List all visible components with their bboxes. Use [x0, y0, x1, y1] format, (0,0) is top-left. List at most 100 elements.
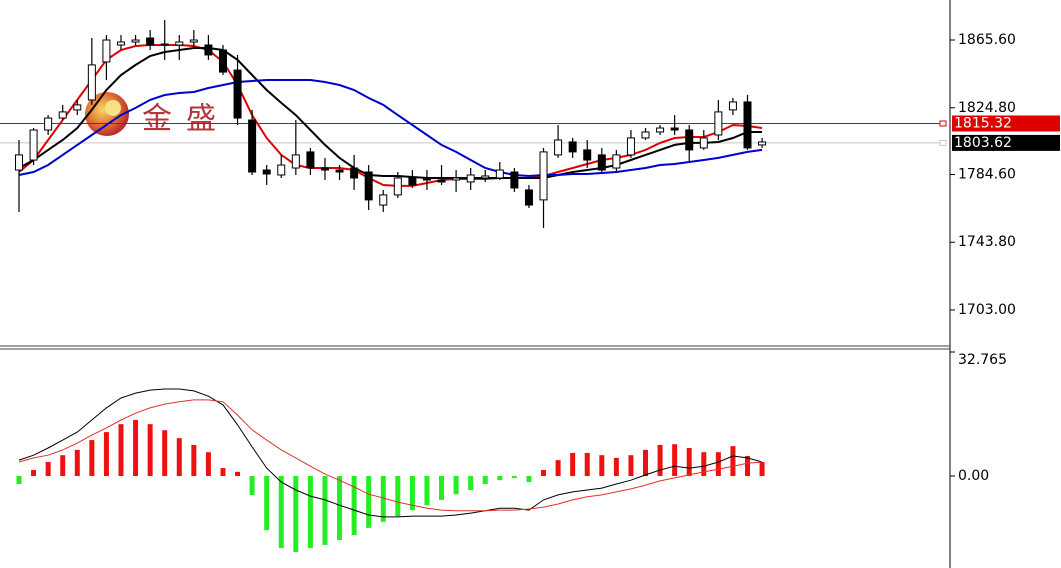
- histogram-bar: [409, 476, 415, 511]
- indicator-line: [18, 388, 763, 518]
- histogram-bar: [16, 476, 22, 484]
- candle-body: [29, 129, 38, 161]
- candle-body: [262, 169, 271, 175]
- candle-body: [466, 174, 475, 183]
- candle-body: [554, 139, 563, 156]
- candle-body: [656, 127, 665, 133]
- histogram-bar: [468, 476, 474, 491]
- price-label: 1815.32: [954, 115, 1012, 131]
- histogram-bar: [584, 452, 590, 477]
- histogram-bar: [424, 476, 430, 506]
- candle-body: [146, 37, 155, 46]
- histogram-bar: [191, 444, 197, 477]
- histogram-bar: [599, 455, 605, 477]
- price-label-box: [952, 134, 1060, 151]
- candle-body: [743, 101, 752, 149]
- histogram-bar: [60, 455, 66, 477]
- histogram-bar: [701, 452, 707, 477]
- histogram-bar: [278, 476, 284, 548]
- candle-body: [495, 169, 504, 179]
- histogram-bar: [759, 462, 765, 477]
- histogram-bar: [220, 468, 226, 477]
- histogram-bar: [555, 460, 561, 477]
- histogram-bar: [205, 452, 211, 477]
- candle-body: [335, 169, 344, 173]
- histogram-bar: [103, 432, 109, 477]
- candle-body: [320, 167, 329, 171]
- price-label-box: [952, 115, 1060, 132]
- candle-body: [481, 175, 490, 179]
- histogram-bar: [366, 476, 372, 528]
- candle-body: [248, 119, 257, 173]
- histogram-bar: [453, 476, 459, 495]
- histogram-bar: [730, 446, 736, 477]
- candle-body: [597, 154, 606, 171]
- indicator-line: [18, 399, 763, 512]
- histogram-bar: [45, 462, 51, 477]
- histogram-bar: [293, 476, 299, 553]
- y-tick-label: 1743.80: [958, 234, 1016, 250]
- candle-body: [583, 149, 592, 161]
- histogram-bar: [307, 476, 313, 548]
- histogram-bar: [497, 476, 503, 481]
- candle-body: [350, 167, 359, 179]
- histogram-bar: [715, 452, 721, 477]
- histogram-bar: [672, 444, 678, 477]
- candle-body: [670, 127, 679, 131]
- watermark-text: 金盛: [142, 102, 230, 137]
- histogram-bar: [643, 449, 649, 477]
- candle-body: [204, 44, 213, 56]
- candle-body: [306, 151, 315, 169]
- indicator-line: [18, 47, 763, 179]
- candle-body: [612, 154, 621, 169]
- candle-body: [116, 41, 125, 46]
- histogram-bar: [686, 448, 692, 477]
- candle-body: [364, 171, 373, 201]
- y-tick-label: 1824.80: [958, 100, 1016, 116]
- price-label: 1803.62: [954, 135, 1012, 151]
- histogram-bar: [162, 430, 168, 477]
- candle-body: [218, 49, 227, 73]
- histogram-bar: [74, 449, 80, 477]
- histogram-bar: [511, 476, 517, 478]
- histogram-bar: [147, 424, 153, 477]
- candle-body: [102, 39, 111, 63]
- y-tick-label: 1703.00: [958, 302, 1016, 318]
- candle-body: [422, 177, 431, 181]
- indicator-line: [18, 44, 763, 187]
- candle-body: [524, 189, 533, 206]
- watermark: 金盛: [85, 92, 230, 137]
- indicator-line: [18, 79, 763, 178]
- candle-body: [379, 194, 388, 206]
- candle-body: [437, 179, 446, 183]
- candle-body: [87, 64, 96, 101]
- y-tick-label: 32.765: [958, 352, 1007, 368]
- histogram-bar: [439, 476, 445, 500]
- histogram-bar: [541, 469, 547, 477]
- candle-body: [626, 137, 635, 156]
- candle-body: [233, 69, 242, 119]
- histogram-bar: [380, 476, 386, 522]
- histogram-bar: [264, 476, 270, 531]
- y-tick-label: 1784.60: [958, 166, 1016, 182]
- histogram-bar: [482, 476, 488, 484]
- candle-body: [175, 41, 184, 46]
- histogram-bar: [337, 476, 343, 540]
- candle-body: [699, 137, 708, 149]
- candle-body: [160, 43, 169, 46]
- histogram-bar: [89, 440, 95, 477]
- histogram-bar: [526, 476, 532, 483]
- histogram-bar: [657, 444, 663, 477]
- candle-body: [73, 104, 82, 111]
- candle-body: [44, 117, 53, 131]
- candle-body: [539, 151, 548, 201]
- candle-body: [685, 129, 694, 151]
- y-tick-label: 1865.60: [958, 32, 1016, 48]
- candle-body: [189, 39, 198, 43]
- candle-body: [510, 171, 519, 189]
- candle-body: [393, 177, 402, 196]
- histogram-bar: [31, 469, 37, 477]
- candle-body: [408, 177, 417, 186]
- candle-body: [728, 101, 737, 111]
